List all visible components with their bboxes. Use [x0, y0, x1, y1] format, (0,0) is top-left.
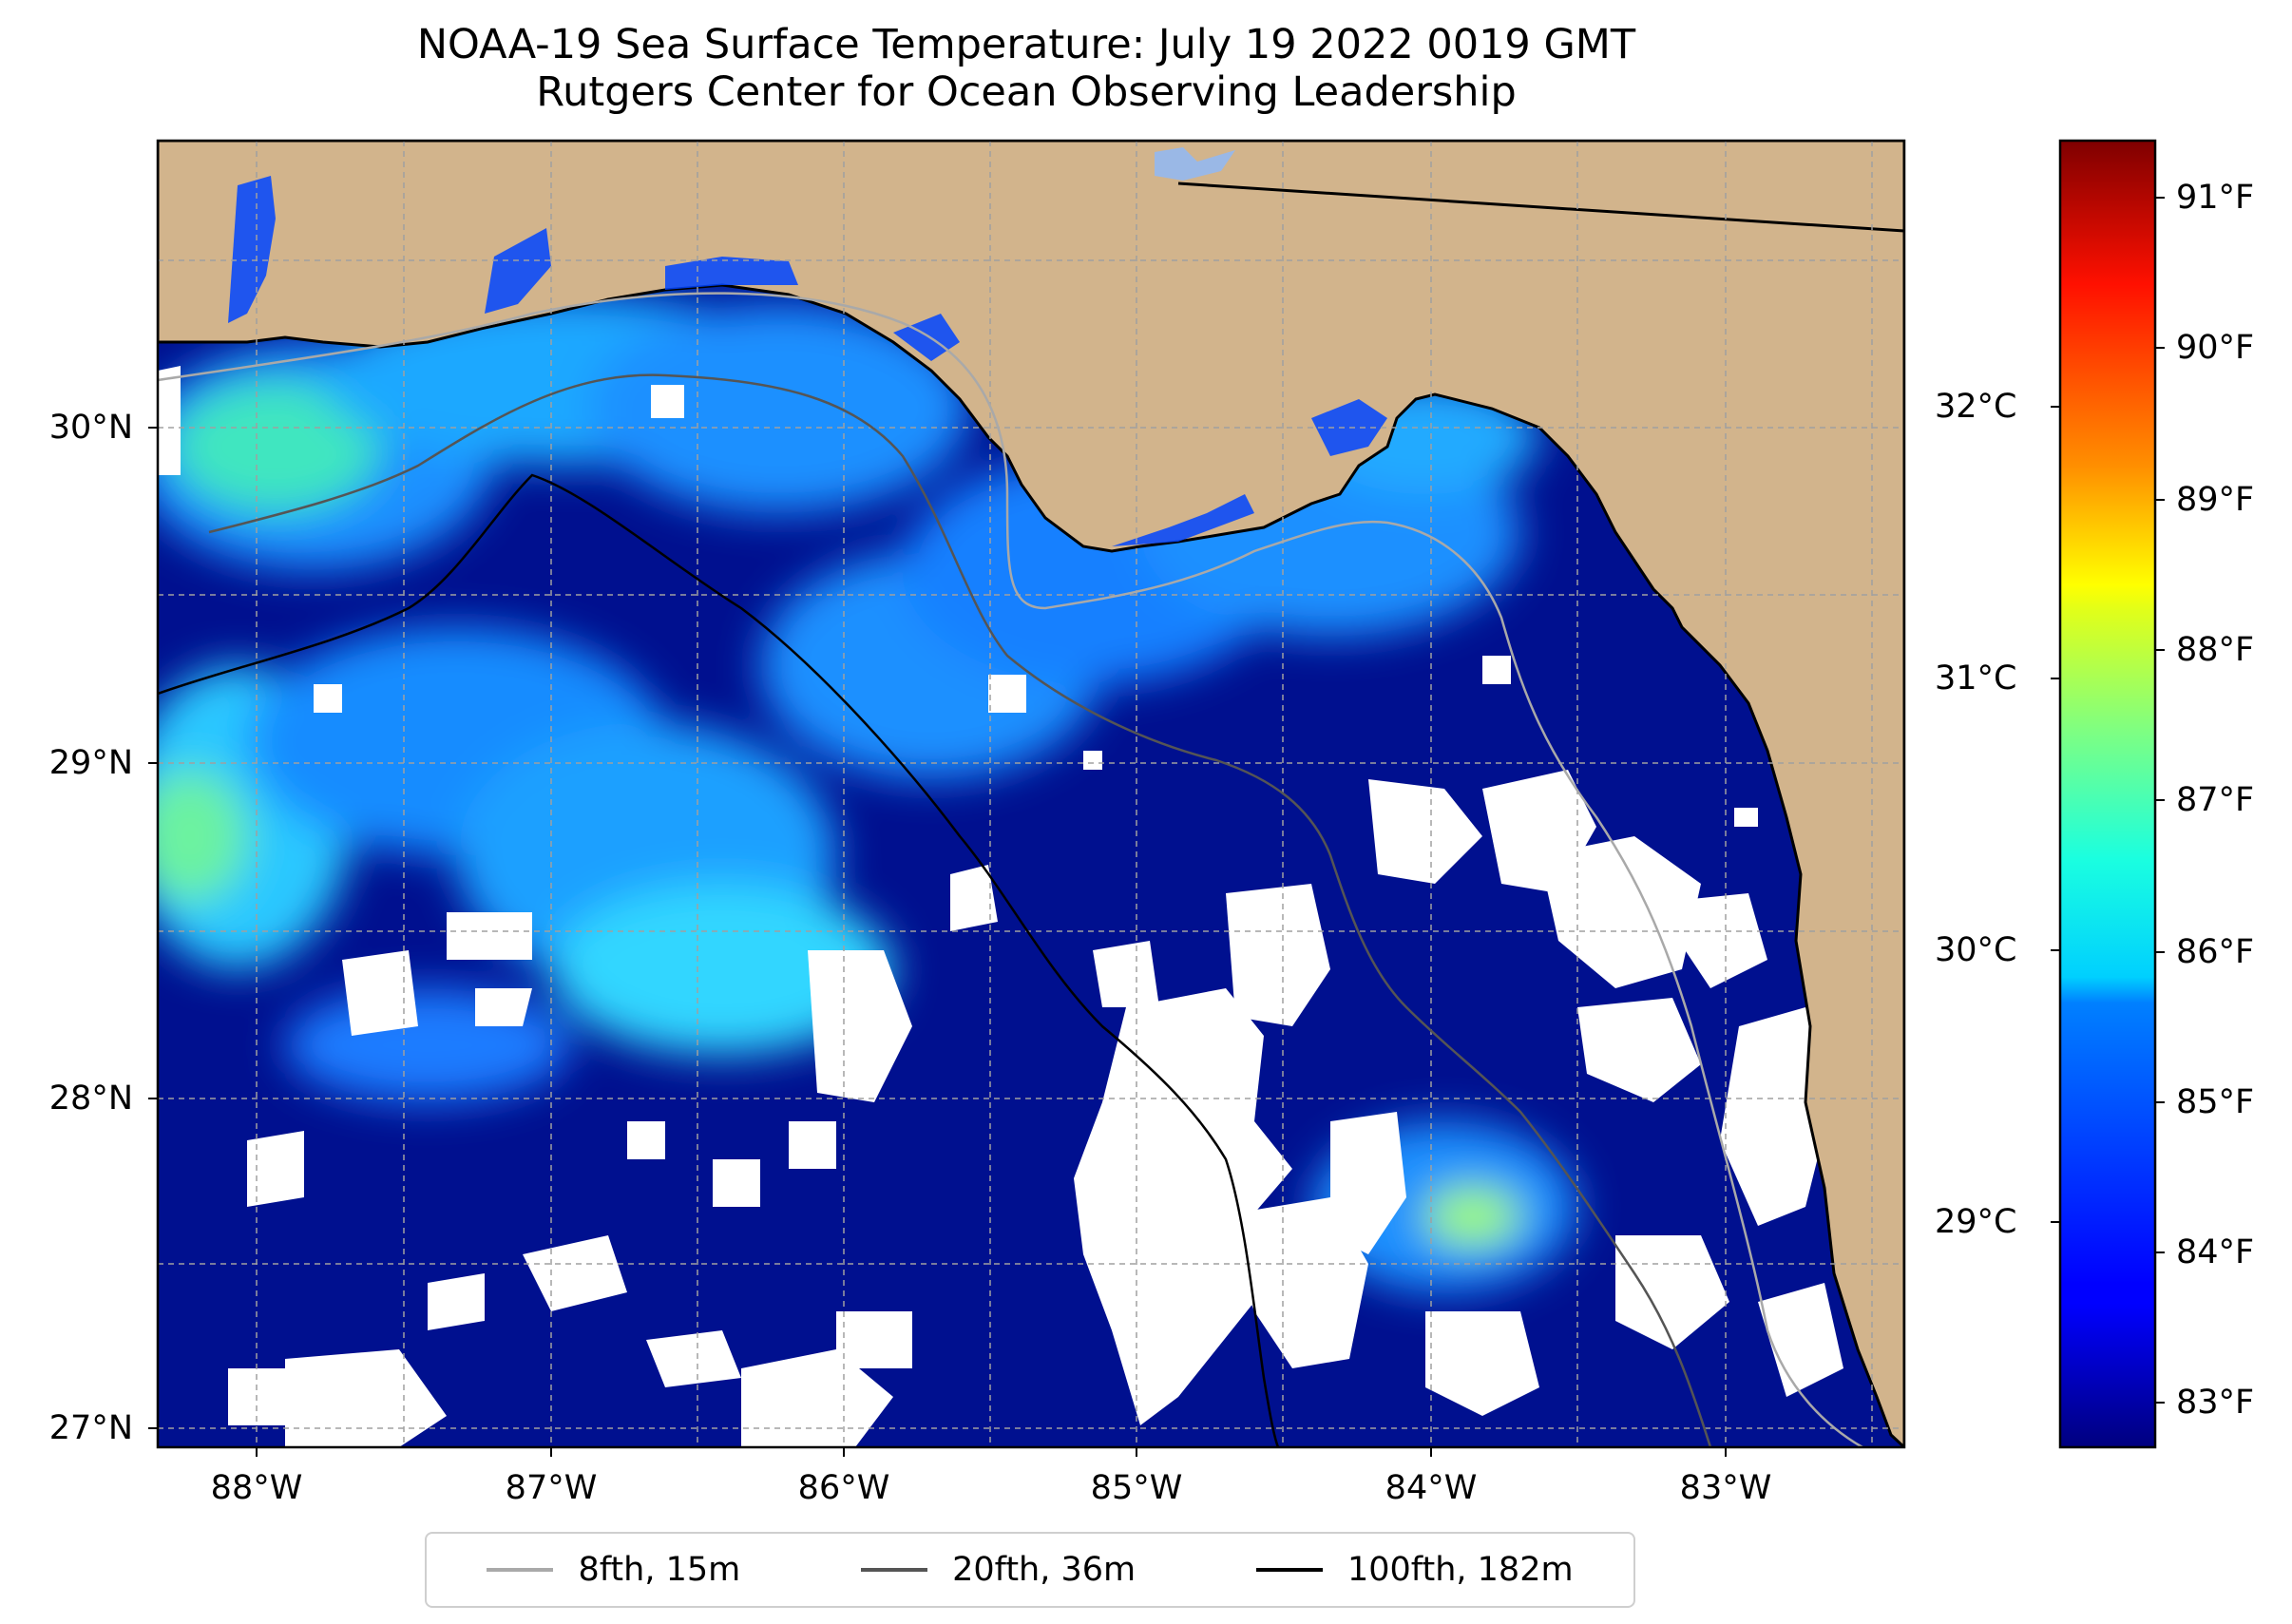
title-line-1: NOAA-19 Sea Surface Temperature: July 19…	[416, 21, 1636, 68]
contour-8fth	[158, 292, 1863, 1447]
lat-label: 27°N	[48, 1409, 133, 1447]
colorbar-f-label: 84°F	[2176, 1233, 2255, 1271]
colorbar	[2058, 139, 2157, 1449]
lon-label: 83°W	[1679, 1469, 1772, 1507]
colorbar-f-label: 88°F	[2176, 631, 2255, 669]
colorbar-c-label: 29°C	[1935, 1203, 2017, 1241]
legend-line-icon	[487, 1568, 554, 1572]
colorbar-ticks	[2051, 197, 2165, 1404]
colorbar-f-label: 83°F	[2176, 1384, 2255, 1422]
land	[158, 141, 1904, 1447]
legend-label: 8fth, 15m	[578, 1551, 741, 1589]
colorbar-f-label: 85°F	[2176, 1083, 2255, 1121]
title-line-2: Rutgers Center for Ocean Observing Leade…	[536, 68, 1517, 116]
chart-title: NOAA-19 Sea Surface Temperature: July 19…	[152, 21, 1900, 116]
sst-field	[158, 295, 1577, 1292]
lake	[1155, 147, 1235, 181]
lon-label: 85°W	[1090, 1469, 1183, 1507]
legend-item-100fth: 100fth, 182m	[1255, 1551, 1574, 1589]
lat-label: 30°N	[48, 409, 133, 447]
lon-label: 84°W	[1385, 1469, 1478, 1507]
lon-label: 86°W	[797, 1469, 890, 1507]
legend-line-icon	[861, 1568, 928, 1572]
colorbar-f-label: 90°F	[2176, 329, 2255, 367]
lon-label: 88°W	[210, 1469, 303, 1507]
colorbar-f-label: 91°F	[2176, 179, 2255, 217]
colorbar-f-label: 87°F	[2176, 781, 2255, 819]
contour-legend: 8fth, 15m 20fth, 36m 100fth, 182m	[425, 1532, 1635, 1608]
legend-item-20fth: 20fth, 36m	[861, 1551, 1136, 1589]
contour-100fth	[158, 473, 1280, 1447]
colorbar-c-label: 31°C	[1935, 659, 2017, 697]
colorbar-c-label: 30°C	[1935, 931, 2017, 969]
colorbar-f-label: 89°F	[2176, 481, 2255, 519]
lat-label: 29°N	[48, 744, 133, 782]
contour-20fth	[208, 373, 1712, 1447]
lat-label: 28°N	[48, 1079, 133, 1118]
colorbar-f-label: 86°F	[2176, 933, 2255, 971]
axis-ticks	[148, 427, 1727, 1457]
map-frame	[156, 139, 1906, 1449]
state-border	[1177, 182, 1904, 233]
cloud-mask	[158, 366, 1843, 1447]
legend-label: 20fth, 36m	[952, 1551, 1136, 1589]
lon-label: 87°W	[505, 1469, 598, 1507]
legend-label: 100fth, 182m	[1347, 1551, 1574, 1589]
legend-item-8fth: 8fth, 15m	[487, 1551, 740, 1589]
legend-line-icon	[1255, 1568, 1323, 1572]
colorbar-c-label: 32°C	[1935, 388, 2017, 426]
